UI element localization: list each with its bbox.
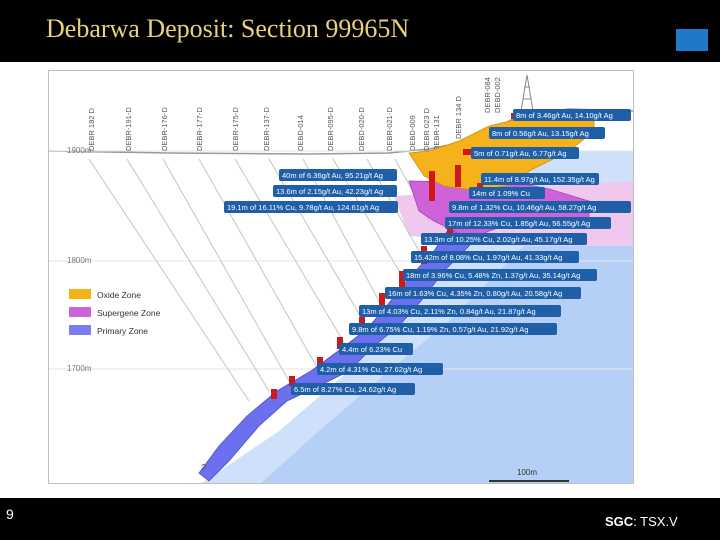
intercept-label: 6.5m of 8.27% Cu, 24.62g/t Ag (294, 385, 396, 394)
drillhole-label: DEBR-095-D (326, 107, 335, 151)
slide-number: 9 (6, 506, 14, 522)
header-bar: Debarwa Deposit: Section 99965N (0, 0, 720, 62)
drillhole-label: DEBR-084 (483, 77, 492, 113)
scale-bar: 100m (489, 468, 569, 482)
intercept-label: 4.2m of 4.31% Cu, 27.62g/t Ag (320, 365, 422, 374)
intercept-label: 17m of 12.33% Cu, 1.85g/t Au, 56.55g/t A… (448, 219, 590, 228)
slide-title: Debarwa Deposit: Section 99965N (46, 14, 410, 43)
drillhole-label: DEBD-009 (408, 115, 417, 151)
intercept-label: 19.1m of 16.11% Cu, 9.78g/t Au, 124.61g/… (227, 203, 379, 212)
intercept-label: 8m of 0.56g/t Au, 13.15g/t Ag (492, 129, 589, 138)
ticker-bold: SGC (605, 514, 634, 529)
brand-logo-square (676, 29, 708, 51)
elevation-label-1800: 1800m (67, 256, 92, 265)
intercept-label: 13.6m of 2.15g/t Au, 42.23g/t Ag (276, 187, 383, 196)
legend-swatch-primary (69, 325, 91, 335)
drill-rig-icon (520, 74, 534, 112)
drillhole-label: DEBR-191-D (124, 107, 133, 151)
intercept-label: 16m of 1.63% Cu, 4.35% Zn, 0.80g/t Au, 2… (388, 289, 562, 298)
drillhole-label: DEBR-177-D (195, 107, 204, 151)
drillhole-label: DEBR 134 D (454, 95, 463, 139)
intercept-label: 15.42m of 8.08% Cu, 1.97g/t Au, 41.33g/t… (414, 253, 562, 262)
drillhole-label: DEBR 182 D (87, 107, 96, 151)
drillhole-label: DEBR-176-D (160, 107, 169, 151)
intercept-labels: 8m of 3.46g/t Au, 14.10g/t Ag 8m of 0.56… (224, 109, 631, 395)
ticker-rest: : TSX.V (633, 514, 678, 529)
intercept-label: 14m of 1.09% Cu (472, 189, 530, 198)
cross-section-svg: 1900m 1800m 1700m DEBR 182 D DEBR-191-D … (49, 74, 633, 483)
intercept-label: 9.8m of 6.75% Cu, 1.19% Zn, 0.57g/t Au, … (352, 325, 528, 334)
primary-zone-halo-inner (261, 221, 633, 483)
drillhole-label: DEBR-175-D (231, 107, 240, 151)
drillhole-label: DEBR-021-D (385, 107, 394, 151)
drillhole-label: DEBD-020-D (357, 107, 366, 151)
intercept-label: 13.3m of 10.25% Cu, 2.02g/t Au, 45.17g/t… (424, 235, 572, 244)
footer-bar (0, 498, 720, 540)
intercept-label: 11.4m of 8.97g/t Au, 152.35g/t Ag (484, 175, 595, 184)
drillhole-label: DEBD-014 (296, 115, 305, 151)
elevation-label-1700: 1700m (67, 364, 92, 373)
cross-section-figure: 1900m 1800m 1700m DEBR 182 D DEBR-191-D … (48, 70, 634, 484)
intercept-label: 40m of 6.36g/t Au, 95.21g/t Ag (282, 171, 383, 180)
drillhole-label: DEBR-137-D (262, 107, 271, 151)
drillhole-label: DEBD-002 (493, 77, 502, 113)
drillhole-label: DEBR-131 (432, 115, 441, 151)
intercept-label: 8m of 3.46g/t Au, 14.10g/t Ag (516, 111, 613, 120)
ticker-symbol: SGC: TSX.V (605, 514, 678, 529)
legend-label-oxide: Oxide Zone (97, 290, 141, 300)
intercept-label: 18m of 3.96% Cu, 5.48% Zn, 1.37g/t Au, 3… (406, 271, 580, 280)
legend-swatch-supergene (69, 307, 91, 317)
intercept-label: 5m of 0.71g/t Au, 6.77g/t Ag (474, 149, 567, 158)
intercept-label: 9.8m of 1.32% Cu, 10.46g/t Au, 58.27g/t … (452, 203, 596, 212)
scale-bar-label: 100m (517, 468, 537, 477)
intercept-label: 4.4m of 6.23% Cu (342, 345, 402, 354)
unknown-extent-mark: ? (201, 463, 207, 474)
legend-label-supergene: Supergene Zone (97, 308, 161, 318)
legend-swatch-oxide (69, 289, 91, 299)
drillhole-label: DEBR 023 D (422, 107, 431, 151)
legend-label-primary: Primary Zone (97, 326, 148, 336)
elevation-label-1900: 1900m (67, 146, 92, 155)
intercept-label: 13m of 4.03% Cu, 2.11% Zn, 0.84g/t Au, 2… (362, 307, 536, 316)
drillhole-labels: DEBR 182 D DEBR-191-D DEBR-176-D DEBR-17… (87, 77, 502, 151)
legend: Oxide Zone Supergene Zone Primary Zone (69, 289, 161, 336)
